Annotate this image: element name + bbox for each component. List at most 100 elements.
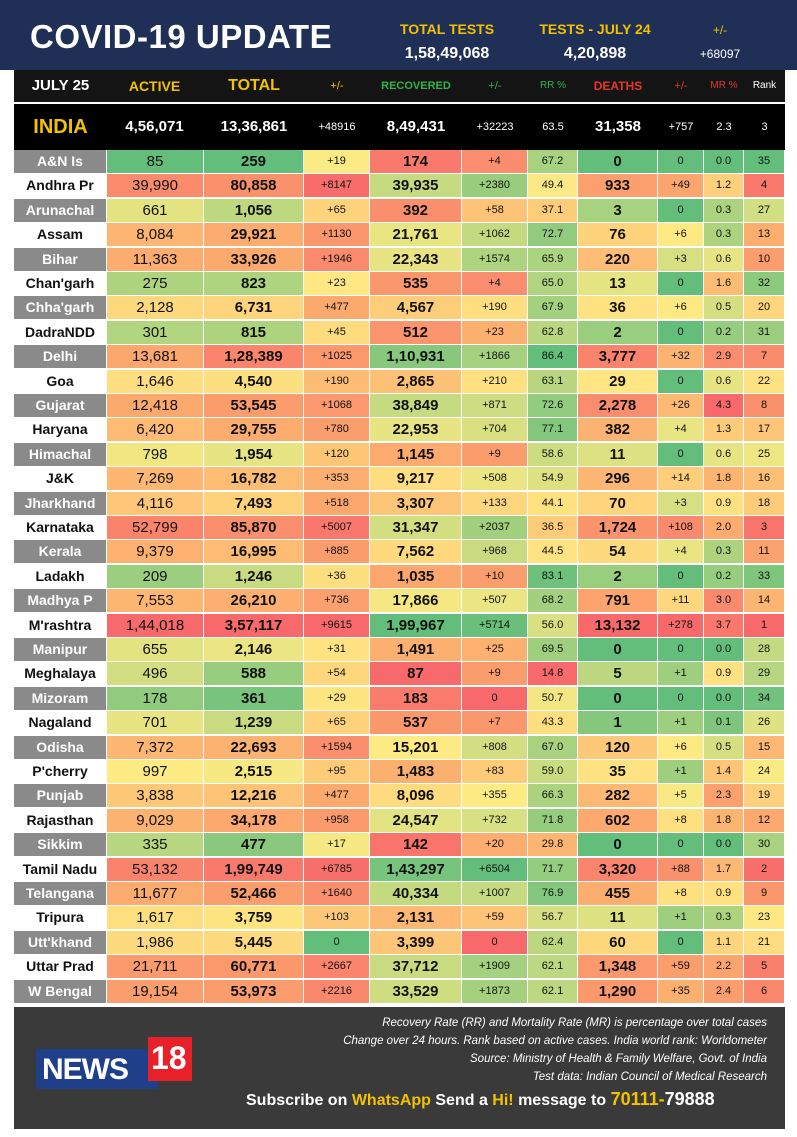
cell-rank: 9 <box>744 882 785 905</box>
india-label: INDIA <box>33 116 88 138</box>
cell-dd: +35 <box>658 979 704 1003</box>
cell-active: 4,116 <box>107 491 204 515</box>
table-row: Madhya P 7,553 26,210 +736 17,866 +507 68.2 791… <box>14 589 785 613</box>
cell-td: +9615 <box>304 613 370 637</box>
cell-rd: +20 <box>462 833 528 857</box>
cell-state: Sikkim <box>14 833 107 857</box>
cell-rank: 15 <box>744 735 785 759</box>
cell-active: 52,799 <box>107 516 204 539</box>
column-header-row: JULY 25 ACTIVE TOTAL +/- RECOVERED +/- R… <box>14 70 785 102</box>
cell-state: Mizoram <box>14 686 107 710</box>
cell-total: 60,771 <box>204 955 304 979</box>
logo-box: NEWS <box>36 1049 158 1089</box>
total-tests-value: 1,58,49,068 <box>404 45 490 62</box>
table-row: DadraNDD 301 815 +45 512 +23 62.8 2 0 0.2 31 <box>14 320 785 345</box>
cell-dd: +88 <box>658 857 704 881</box>
cell-active: 3,838 <box>107 784 204 808</box>
cell-state: Assam <box>14 223 107 247</box>
cell-total: 1,246 <box>204 564 304 588</box>
cell-td: +6785 <box>304 857 370 881</box>
india-deaths: 31,358 <box>595 118 641 135</box>
cell-rr: 59.0 <box>528 760 578 783</box>
cell-rec: 537 <box>370 711 462 735</box>
cell-active: 21,711 <box>107 955 204 979</box>
cell-state: Telangana <box>14 882 107 905</box>
table-row: Rajasthan 9,029 34,178 +958 24,547 +732 71.8 60… <box>14 808 785 833</box>
cell-rank: 14 <box>744 589 785 613</box>
table-row: Bihar 11,363 33,926 +1946 22,343 +1574 65.9 220… <box>14 247 785 272</box>
india-mr: 2.3 <box>716 121 732 133</box>
cell-td: +31 <box>304 638 370 661</box>
cell-state: P'cherry <box>14 760 107 783</box>
cell-rec: 24,547 <box>370 808 462 832</box>
cell-dd: 0 <box>658 272 704 295</box>
table-row: Himachal 798 1,954 +120 1,145 +9 58.6 11 0 0.6 25 <box>14 442 785 467</box>
india-total: 13,36,861 <box>220 118 288 135</box>
subscribe-line: Subscribe on WhatsApp Send a Hi! message… <box>246 1089 715 1110</box>
cell-dd: 0 <box>658 638 704 661</box>
cell-rank: 31 <box>744 320 785 344</box>
cell-td: +103 <box>304 906 370 930</box>
cell-rd: +704 <box>462 418 528 442</box>
cell-active: 39,990 <box>107 174 204 198</box>
cell-deaths: 0 <box>578 638 658 661</box>
cell-rd: +4 <box>462 150 528 173</box>
cell-dd: +59 <box>658 955 704 979</box>
cell-td: +36 <box>304 564 370 588</box>
cell-active: 301 <box>107 320 204 344</box>
cell-deaths: 1,290 <box>578 979 658 1003</box>
cell-active: 12,418 <box>107 394 204 417</box>
rank-header: Rank <box>752 80 777 91</box>
cell-rank: 1 <box>744 613 785 637</box>
cell-mr: 0.6 <box>704 247 744 271</box>
cell-rec: 1,43,297 <box>370 857 462 881</box>
cell-rr: 72.7 <box>528 223 578 247</box>
cell-active: 209 <box>107 564 204 588</box>
cell-rr: 49.4 <box>528 174 578 198</box>
cell-active: 19,154 <box>107 979 204 1003</box>
cell-td: +1068 <box>304 394 370 417</box>
cell-rd: +7 <box>462 711 528 735</box>
cell-deaths: 3,777 <box>578 345 658 369</box>
cell-rr: 43.3 <box>528 711 578 735</box>
cell-rr: 62.1 <box>528 955 578 979</box>
cell-dd: +1 <box>658 906 704 930</box>
cell-rank: 17 <box>744 418 785 442</box>
cell-deaths: 455 <box>578 882 658 905</box>
cell-total: 361 <box>204 686 304 710</box>
cell-rd: +968 <box>462 540 528 564</box>
cell-rec: 2,131 <box>370 906 462 930</box>
deaths-header: DEATHS <box>593 79 643 93</box>
news18-logo: NEWS 18 <box>36 1037 196 1097</box>
cell-dd: +26 <box>658 394 704 417</box>
cell-state: Punjab <box>14 784 107 808</box>
cell-rd: +732 <box>462 808 528 832</box>
cell-total: 1,28,389 <box>204 345 304 369</box>
footnote-source: Source: Ministry of Health & Family Welf… <box>470 1053 767 1065</box>
cell-deaths: 382 <box>578 418 658 442</box>
cell-total: 259 <box>204 150 304 173</box>
cell-rank: 28 <box>744 638 785 661</box>
deaths-delta-header: +/- <box>674 80 688 92</box>
table-row: Utt'khand 1,986 5,445 0 3,399 0 62.4 60 0 1.1 21 <box>14 930 785 955</box>
cell-td: +29 <box>304 686 370 710</box>
cell-dd: 0 <box>658 198 704 222</box>
cell-total: 12,216 <box>204 784 304 808</box>
cell-rec: 3,307 <box>370 491 462 515</box>
cell-rec: 40,334 <box>370 882 462 905</box>
cell-active: 496 <box>107 662 204 686</box>
cell-total: 1,239 <box>204 711 304 735</box>
cell-deaths: 120 <box>578 735 658 759</box>
cell-mr: 0.3 <box>704 540 744 564</box>
cell-mr: 0.5 <box>704 296 744 320</box>
cell-deaths: 3 <box>578 198 658 222</box>
cell-deaths: 5 <box>578 662 658 686</box>
table-row: M'rashtra 1,44,018 3,57,117 +9615 1,99,967 +5… <box>14 613 785 638</box>
cell-dd: +11 <box>658 589 704 613</box>
cell-total: 1,954 <box>204 442 304 466</box>
cell-rr: 67.2 <box>528 150 578 173</box>
cell-active: 13,681 <box>107 345 204 369</box>
cell-td: +45 <box>304 320 370 344</box>
cell-rank: 7 <box>744 345 785 369</box>
table-row: Punjab 3,838 12,216 +477 8,096 +355 66.3 282 +5 2… <box>14 784 785 808</box>
